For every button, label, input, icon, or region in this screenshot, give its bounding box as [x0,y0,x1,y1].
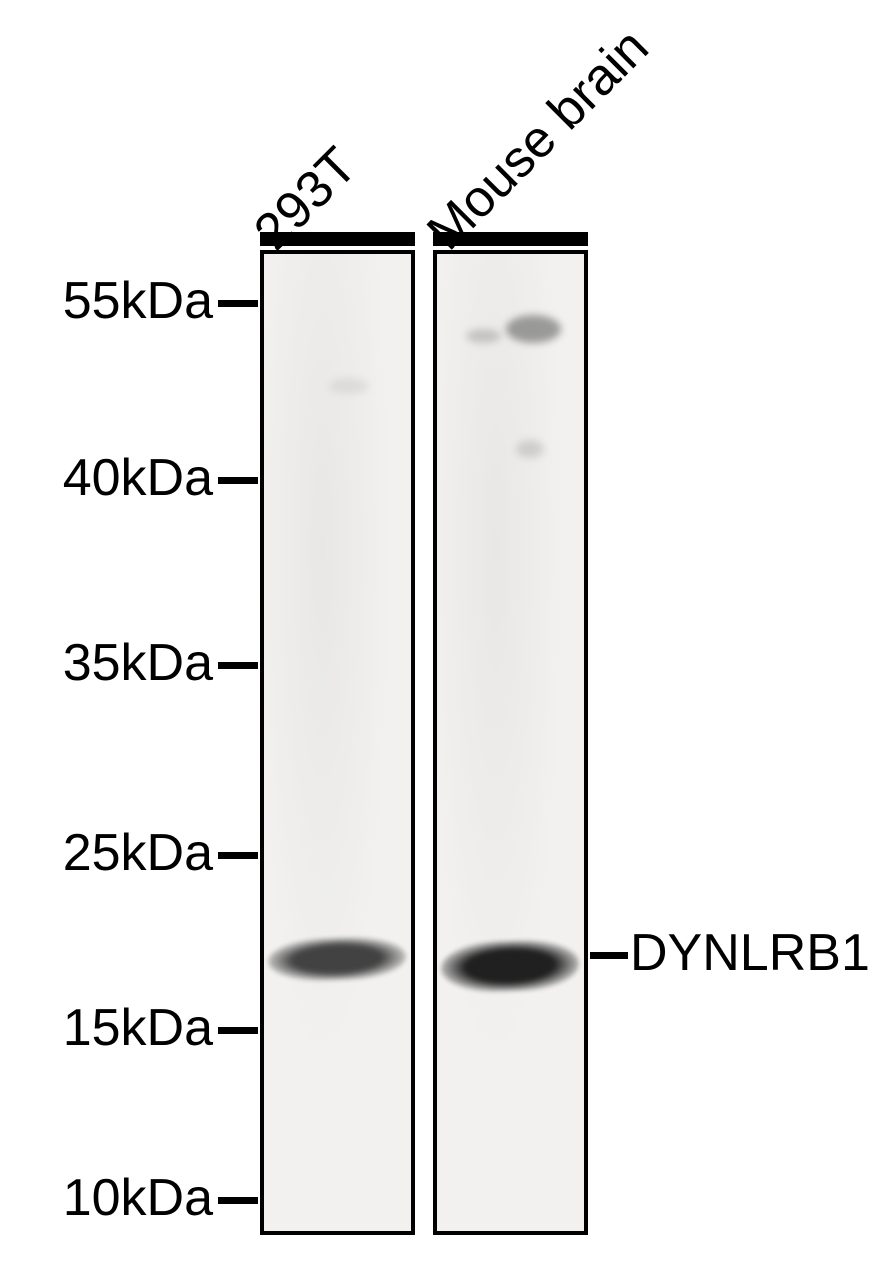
mw-marker-tick-3 [218,852,258,859]
mw-marker-label-4: 15kDa [63,998,213,1058]
protein-name-label: DYNLRB1 [630,923,870,983]
protein-band-lane0 [268,936,406,983]
mw-marker-tick-4 [218,1027,258,1034]
mw-marker-label-5: 10kDa [63,1168,213,1228]
mw-marker-tick-1 [218,477,258,484]
mw-marker-label-2: 35kDa [63,633,213,693]
blot-lane-0 [260,250,415,1235]
lane-header-1: Mouse brain [416,17,661,262]
mw-marker-label-3: 25kDa [63,823,213,883]
mw-marker-tick-5 [218,1197,258,1204]
nonspecific-smudge-0 [506,315,561,343]
western-blot-figure: 293TMouse brain55kDa40kDa35kDa25kDa15kDa… [0,0,881,1280]
protein-band-tick [590,952,628,959]
nonspecific-smudge-3 [329,378,369,394]
protein-band-lane1 [441,939,579,994]
nonspecific-smudge-1 [466,329,501,343]
nonspecific-smudge-2 [516,440,544,458]
mw-marker-tick-0 [218,300,258,307]
mw-marker-label-0: 55kDa [63,271,213,331]
mw-marker-tick-2 [218,662,258,669]
mw-marker-label-1: 40kDa [63,448,213,508]
blot-lane-1 [433,250,588,1235]
